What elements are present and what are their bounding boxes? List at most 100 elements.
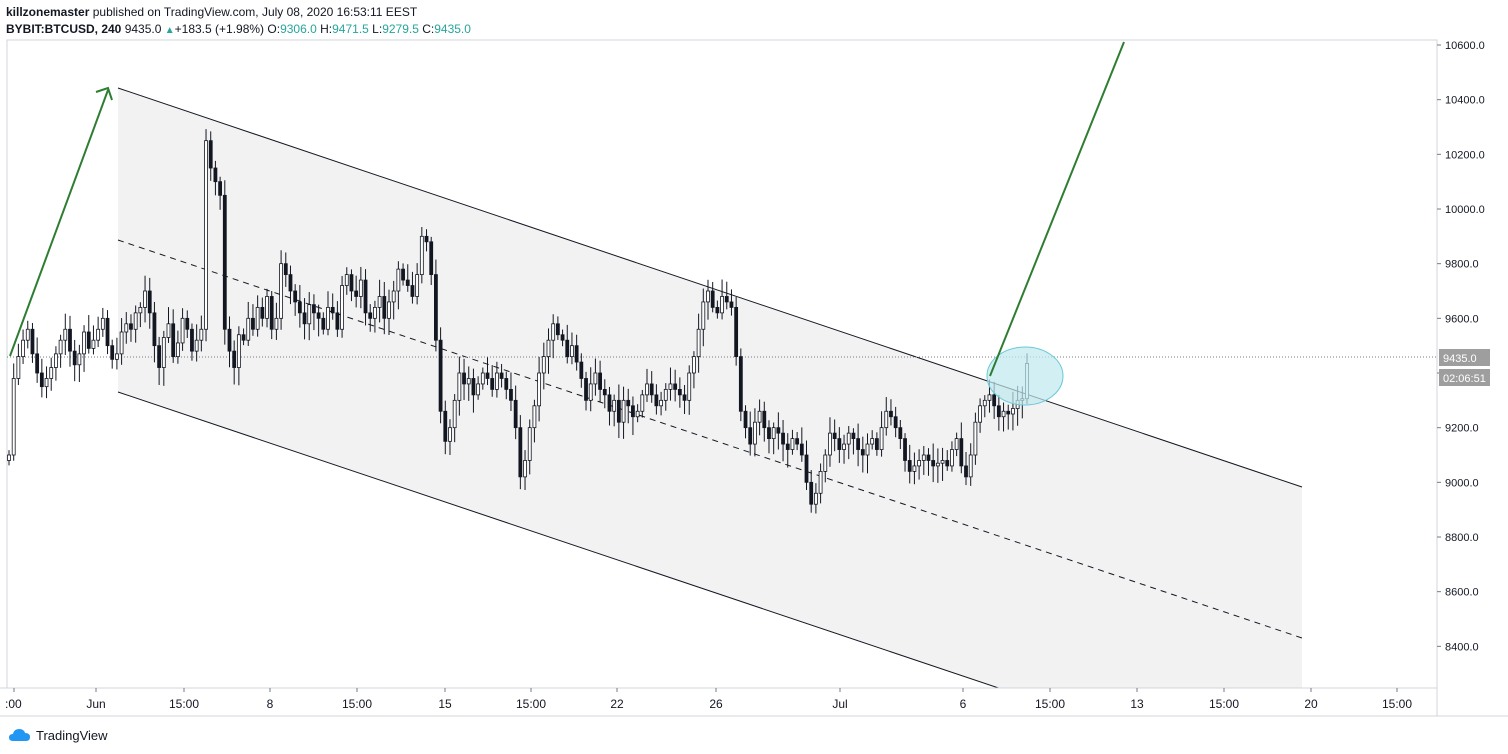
candle[interactable]	[818, 470, 823, 494]
candle[interactable]	[795, 438, 800, 445]
candle[interactable]	[16, 356, 21, 379]
candle[interactable]	[621, 399, 626, 423]
candle[interactable]	[44, 378, 49, 388]
candle[interactable]	[391, 290, 396, 303]
candle[interactable]	[860, 449, 865, 456]
candle[interactable]	[11, 378, 16, 456]
candle[interactable]	[396, 268, 401, 292]
candle[interactable]	[917, 460, 922, 467]
candle[interactable]	[35, 353, 40, 374]
candle[interactable]	[405, 279, 410, 286]
candle[interactable]	[354, 290, 359, 297]
candle[interactable]	[753, 421, 757, 445]
candle[interactable]	[790, 438, 795, 450]
candle[interactable]	[401, 268, 405, 281]
candle[interactable]	[978, 405, 982, 423]
candle[interactable]	[767, 427, 771, 439]
candle[interactable]	[133, 312, 138, 330]
candle[interactable]	[218, 181, 223, 196]
candle[interactable]	[987, 394, 992, 401]
candle[interactable]	[593, 372, 598, 385]
highlight-ellipse[interactable]	[986, 346, 1064, 406]
candle[interactable]	[851, 432, 856, 439]
channel-upper-line[interactable]	[117, 87, 1303, 488]
candle[interactable]	[494, 372, 499, 390]
candle[interactable]	[260, 306, 265, 319]
candle[interactable]	[663, 388, 668, 401]
candle[interactable]	[954, 438, 959, 450]
candle[interactable]	[274, 317, 279, 330]
candle[interactable]	[982, 399, 987, 407]
candle[interactable]	[781, 432, 785, 445]
candle[interactable]	[77, 353, 82, 366]
candle[interactable]	[551, 323, 556, 341]
candle[interactable]	[964, 465, 968, 478]
candle[interactable]	[579, 361, 584, 379]
candle[interactable]	[842, 443, 846, 450]
candle[interactable]	[687, 372, 692, 401]
candle[interactable]	[297, 301, 302, 314]
candle[interactable]	[931, 460, 936, 467]
candle[interactable]	[612, 399, 617, 412]
candle[interactable]	[358, 279, 363, 297]
candle[interactable]	[58, 339, 63, 355]
candle[interactable]	[813, 492, 818, 505]
candle[interactable]	[1001, 410, 1006, 418]
candle[interactable]	[973, 421, 978, 456]
price-axis[interactable]: 10600.0 10400.0 10200.0 10000.0 9800.0 9600.0…	[1437, 40, 1485, 653]
candle[interactable]	[307, 304, 312, 325]
candle[interactable]	[438, 339, 443, 412]
arrow-line-left[interactable]	[9, 89, 109, 357]
candle[interactable]	[110, 345, 115, 360]
candle[interactable]	[654, 394, 659, 407]
candle[interactable]	[199, 328, 204, 341]
candle[interactable]	[616, 399, 621, 423]
candle[interactable]	[424, 235, 429, 243]
candle[interactable]	[143, 290, 147, 308]
candle[interactable]	[804, 454, 809, 483]
candle[interactable]	[879, 427, 884, 450]
candle[interactable]	[471, 378, 476, 396]
channel-lower-line[interactable]	[117, 391, 1302, 754]
arrow-line-right[interactable]	[989, 41, 1125, 377]
candle[interactable]	[874, 438, 879, 450]
candle[interactable]	[466, 378, 471, 385]
candle[interactable]	[893, 416, 898, 429]
candle[interactable]	[898, 427, 903, 439]
candle[interactable]	[344, 274, 349, 286]
candle[interactable]	[950, 449, 954, 467]
candle[interactable]	[509, 388, 513, 401]
candle[interactable]	[631, 405, 635, 418]
candle[interactable]	[992, 394, 997, 407]
candle[interactable]	[452, 399, 457, 429]
candle[interactable]	[462, 372, 466, 385]
candle[interactable]	[419, 235, 424, 275]
candle[interactable]	[785, 443, 790, 450]
candle[interactable]	[649, 383, 654, 396]
candle[interactable]	[645, 383, 649, 396]
candle[interactable]	[382, 296, 387, 319]
candle[interactable]	[673, 383, 678, 390]
candle[interactable]	[335, 312, 340, 330]
candle[interactable]	[532, 405, 537, 429]
candle[interactable]	[626, 399, 631, 407]
candle[interactable]	[846, 432, 851, 445]
candle[interactable]	[907, 460, 912, 472]
candle[interactable]	[602, 388, 607, 396]
candle[interactable]	[959, 438, 964, 467]
candle[interactable]	[387, 301, 391, 319]
candle[interactable]	[832, 432, 837, 439]
candle[interactable]	[443, 410, 448, 442]
candle[interactable]	[555, 323, 560, 336]
candle[interactable]	[757, 410, 762, 423]
candle[interactable]	[696, 328, 701, 357]
candle[interactable]	[39, 372, 44, 388]
candle[interactable]	[161, 337, 166, 368]
candle[interactable]	[302, 312, 307, 325]
candle[interactable]	[527, 427, 532, 461]
candle[interactable]	[776, 427, 781, 434]
candle[interactable]	[560, 334, 565, 341]
candle[interactable]	[25, 328, 30, 341]
candle[interactable]	[157, 345, 162, 368]
candle[interactable]	[734, 306, 739, 357]
